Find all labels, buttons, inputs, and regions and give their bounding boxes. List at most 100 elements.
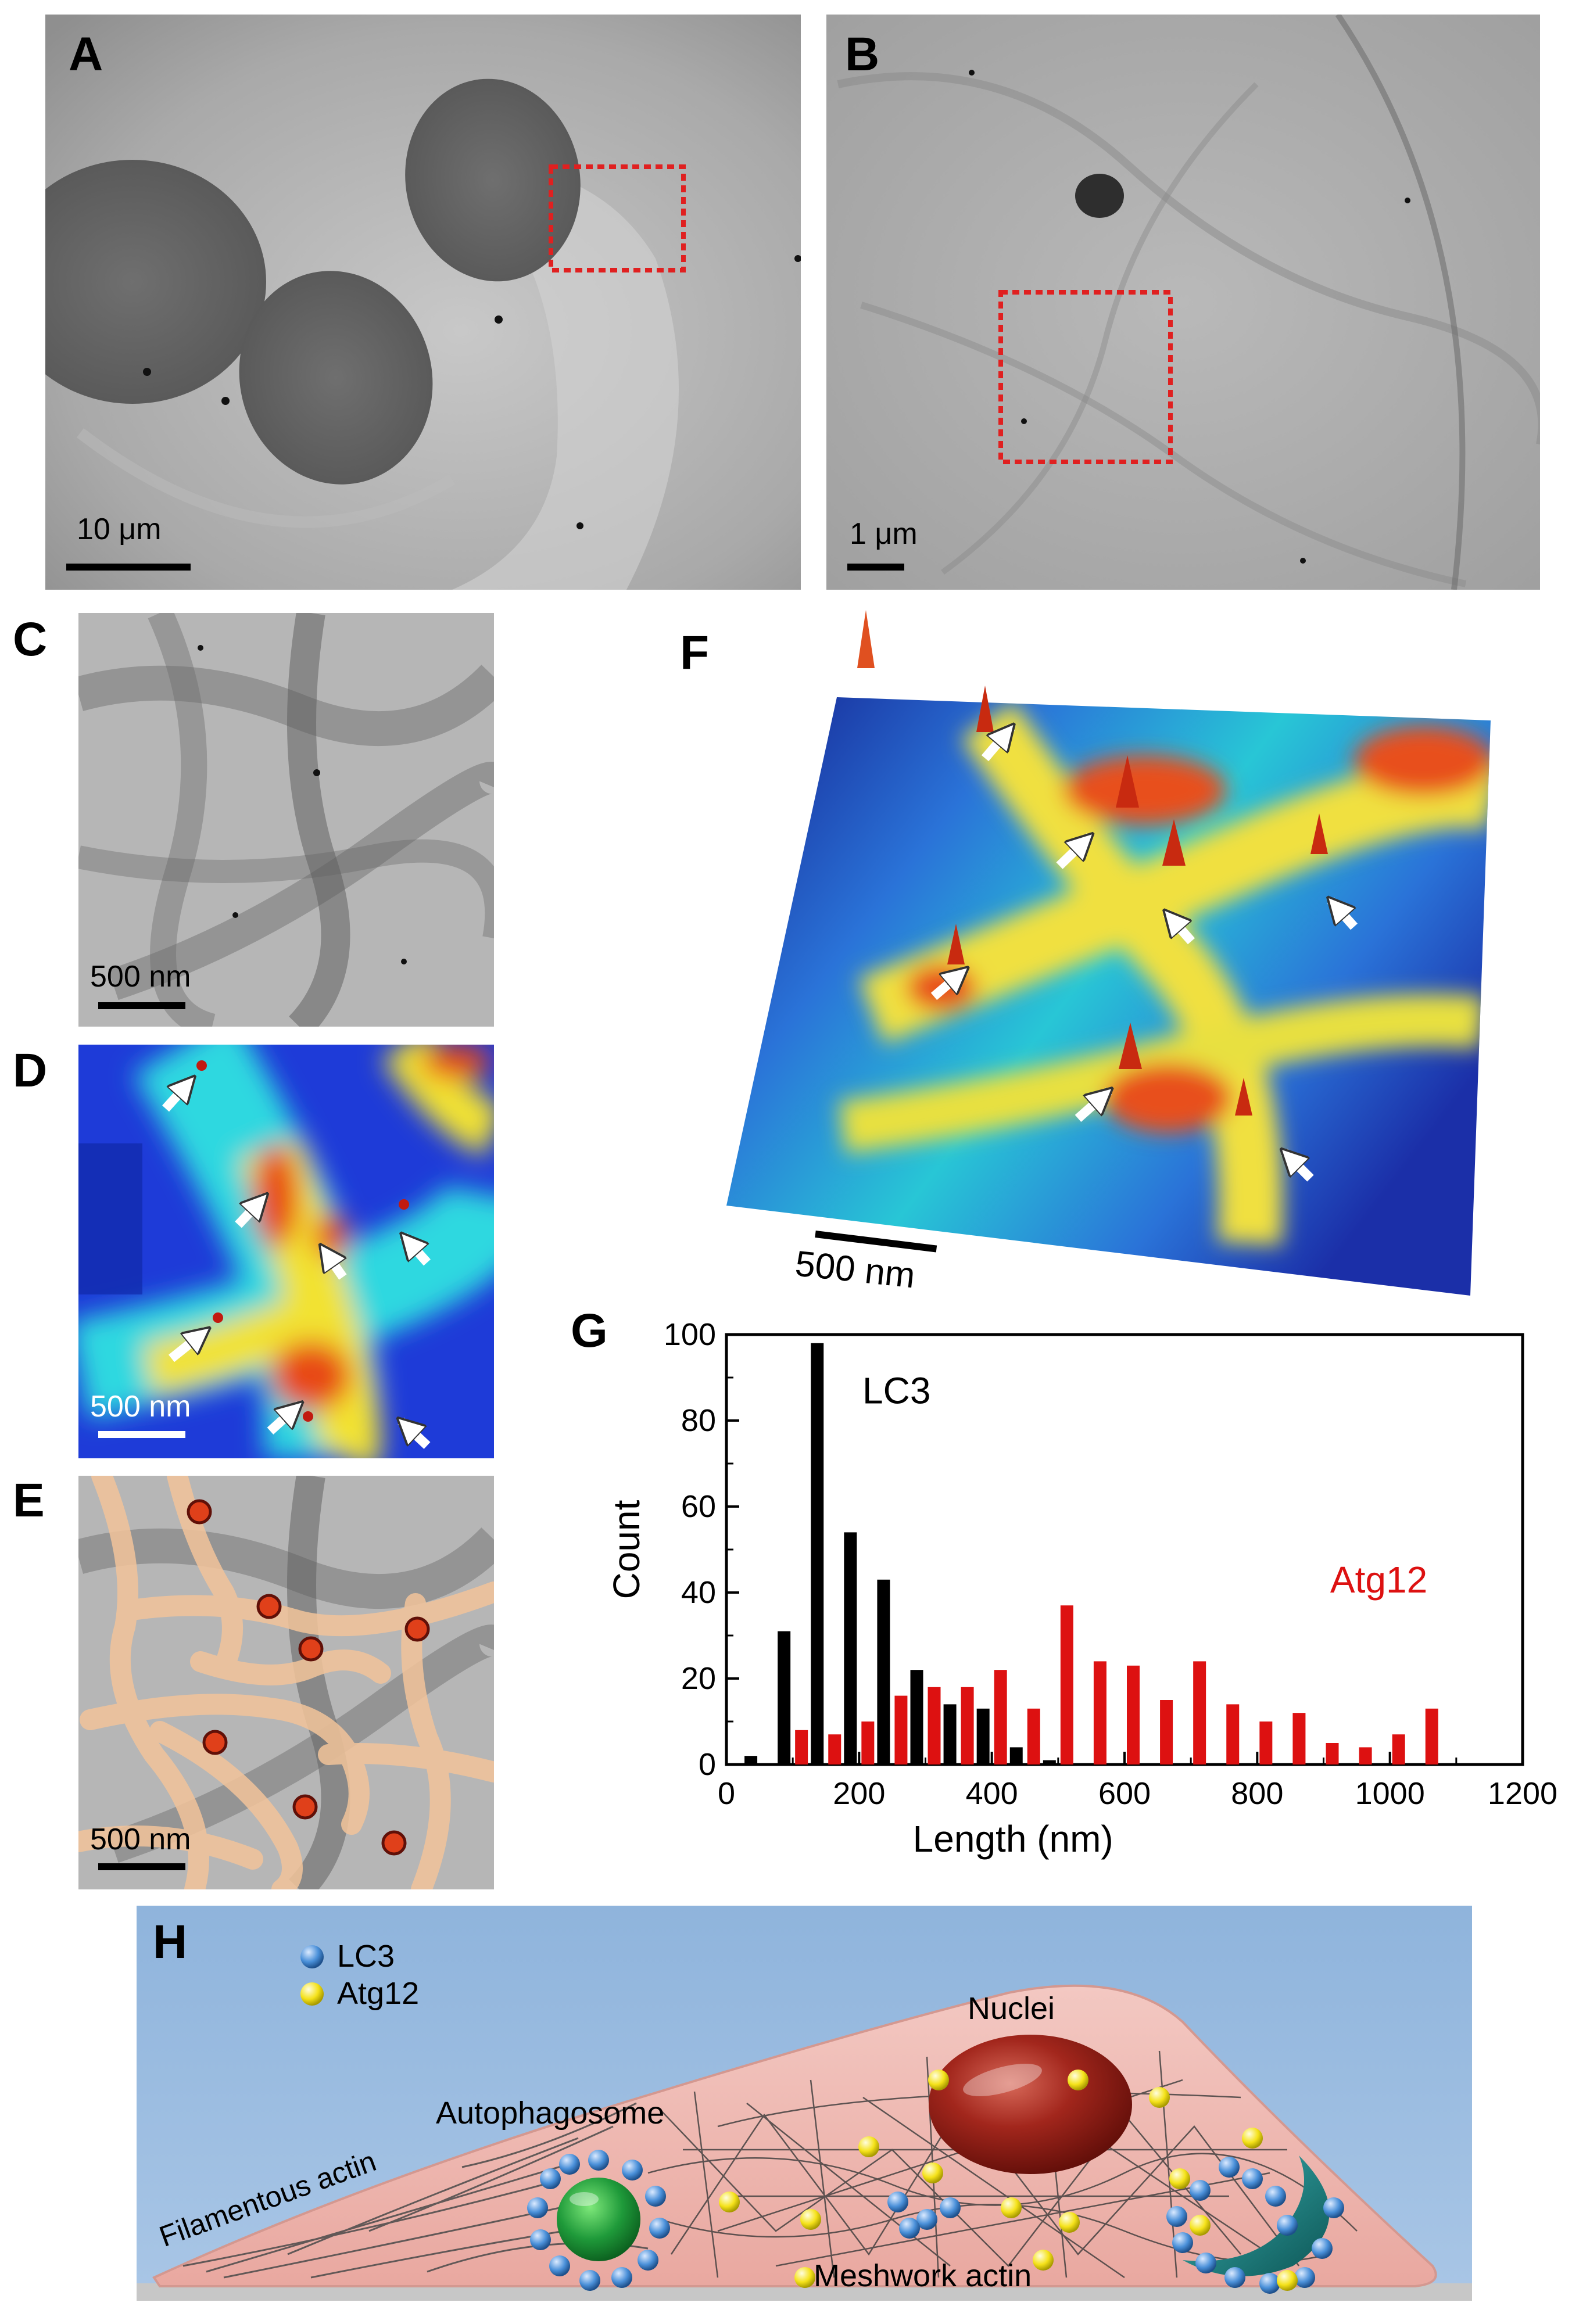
scalebar-label-c: 500 nm (90, 960, 191, 994)
panel-f-3d-surface (726, 604, 1505, 1301)
bar-atg12-600 (1127, 1665, 1140, 1764)
panel-label-g: G (571, 1304, 608, 1357)
panel-label-f: F (680, 626, 710, 679)
x-tick-label: 400 (966, 1776, 1018, 1811)
bar-atg12-800 (1259, 1722, 1273, 1764)
bar-atg12-950 (1359, 1747, 1372, 1764)
bar-lc3-400 (976, 1708, 990, 1764)
bar-atg12-550 (1093, 1661, 1107, 1764)
dark-spot (1075, 174, 1124, 218)
y-tick-label: 80 (681, 1403, 716, 1438)
bar-lc3-350 (943, 1704, 957, 1764)
y-tick-label: 0 (699, 1747, 716, 1782)
bar-lc3-250 (877, 1579, 890, 1764)
x-tick-label: 800 (1231, 1776, 1283, 1811)
scalebar-label-a: 10 μm (77, 512, 162, 546)
panel-d-heatmap: 500 nm (78, 1045, 494, 1458)
panel-f-image (726, 610, 1491, 1296)
x-tick-label: 600 (1098, 1776, 1151, 1811)
label-meshwork-actin: Meshwork actin (814, 2258, 1032, 2293)
legend-atg12-swatch (300, 1982, 324, 2006)
bar-lc3-50 (744, 1756, 758, 1764)
x-tick-label: 1000 (1355, 1776, 1425, 1811)
series-label-lc3: LC3 (862, 1369, 930, 1411)
scalebar-c (98, 1002, 185, 1009)
panel-d-image (78, 1045, 494, 1458)
bar-atg12-750 (1226, 1704, 1240, 1764)
panel-label-e: E (13, 1474, 45, 1527)
bar-lc3-300 (910, 1670, 923, 1764)
scalebar-e (98, 1863, 185, 1870)
scalebar-label-d: 500 nm (90, 1390, 191, 1423)
panel-c-micrograph: 500 nm (78, 613, 494, 1027)
label-nuclei: Nuclei (968, 1991, 1055, 2026)
panel-label-b: B (845, 28, 880, 81)
lc3-mesh (887, 2192, 961, 2239)
zoom-box-b (998, 290, 1173, 464)
phagophore (1183, 2156, 1330, 2276)
arrows-d (162, 1079, 431, 1449)
series-label-atg12: Atg12 (1330, 1559, 1427, 1601)
lc3-crescent (1166, 2157, 1344, 2294)
scalebar-d (98, 1431, 185, 1438)
nucleus-schematic (929, 2035, 1132, 2174)
zoom-box-a (549, 164, 686, 272)
bar-atg12-1000 (1392, 1734, 1405, 1764)
lc3-ring (527, 2150, 670, 2291)
legend-label-lc3: LC3 (337, 1939, 395, 1974)
bar-atg12-150 (828, 1734, 841, 1764)
legend-label-atg12: Atg12 (337, 1976, 420, 2011)
x-tick-label: 1200 (1488, 1776, 1557, 1811)
bar-atg12-450 (1027, 1708, 1040, 1764)
legend-lc3-swatch (300, 1945, 324, 1968)
y-tick-label: 40 (681, 1575, 716, 1610)
bar-atg12-900 (1326, 1743, 1339, 1764)
panel-h-schematic: H LC3 Atg12 Nuclei Autophagosome Filamen… (137, 1906, 1472, 2301)
bar-atg12-250 (894, 1695, 908, 1764)
bar-atg12-100 (795, 1730, 808, 1764)
panel-label-c: C (13, 613, 48, 666)
y-axis-label: Count (606, 1500, 647, 1599)
arrows-f (930, 727, 1358, 1182)
panel-e-overlay: 500 nm (78, 1476, 494, 1889)
panel-a-micrograph: A 10 μm (45, 15, 801, 590)
x-tick-label: 0 (718, 1776, 735, 1811)
bar-atg12-500 (1060, 1605, 1073, 1764)
nucleus-2 (239, 271, 433, 485)
panel-label-h: H (153, 1916, 188, 1968)
bar-lc3-100 (778, 1631, 791, 1764)
panel-b-micrograph: B 1 μm (826, 15, 1540, 590)
bar-atg12-650 (1160, 1700, 1173, 1764)
scalebar-label-b: 1 μm (850, 517, 918, 551)
bar-atg12-400 (994, 1670, 1007, 1764)
nucleus-1 (45, 160, 266, 404)
autophagosome (557, 2178, 640, 2261)
panel-label-d: D (13, 1044, 48, 1097)
bar-lc3-500 (1043, 1760, 1056, 1764)
x-axis-label: Length (nm) (913, 1818, 1113, 1860)
label-autophagosome: Autophagosome (436, 2096, 665, 2131)
cell-body (152, 1984, 1437, 2287)
actin-filament-overlay (78, 1476, 494, 1889)
bar-atg12-850 (1292, 1713, 1306, 1764)
bar-atg12-700 (1193, 1661, 1206, 1764)
scalebar-a (66, 564, 191, 571)
bar-atg12-350 (961, 1687, 974, 1764)
bar-lc3-450 (1009, 1747, 1023, 1764)
bar-atg12-1050 (1425, 1708, 1438, 1764)
panel-e-image (78, 1476, 494, 1889)
scalebar-label-e: 500 nm (90, 1823, 191, 1856)
nucleus-3 (405, 78, 581, 282)
bar-atg12-200 (861, 1722, 875, 1764)
panel-h-image (137, 1906, 1472, 2301)
bar-lc3-150 (811, 1343, 824, 1764)
panel-a-image (45, 15, 801, 590)
panel-label-a: A (69, 28, 103, 81)
panel-b-image (826, 15, 1540, 590)
y-tick-label: 60 (681, 1489, 716, 1524)
histogram-chart: 0 200 400 600 800 1000 1200 0 20 40 60 80 100 Length … (606, 1317, 1557, 1860)
bar-atg12-300 (928, 1687, 941, 1764)
bar-lc3-200 (844, 1532, 857, 1764)
x-tick-label: 200 (833, 1776, 885, 1811)
y-tick-label: 100 (664, 1317, 716, 1352)
